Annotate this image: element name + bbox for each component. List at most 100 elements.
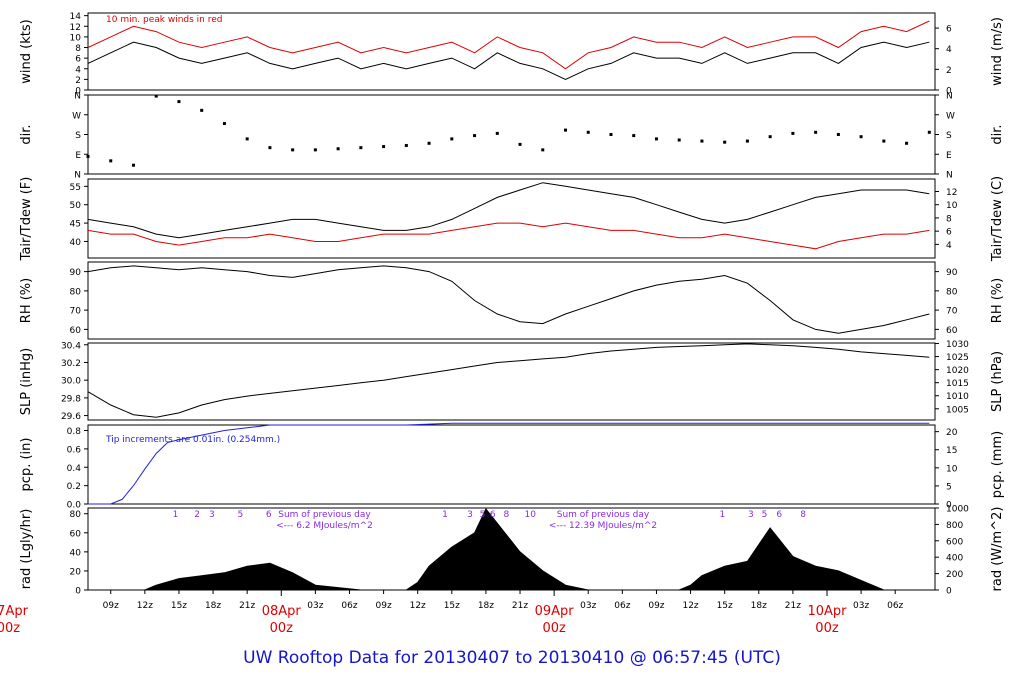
wind-ytick-label-left: 4 <box>75 65 81 75</box>
rad-hour-label: 8 <box>504 510 510 520</box>
dir-point <box>518 142 522 146</box>
wind-frame <box>87 12 936 91</box>
rad-ytick-label-left: 60 <box>70 529 82 539</box>
slp-frame <box>87 342 936 421</box>
temp-ylabel-right: Tair/Tdew (C) <box>990 176 1005 262</box>
dir-point <box>905 141 909 145</box>
rad-ytick-label-right: 0 <box>946 587 952 597</box>
slp-ytick-label-left: 29.6 <box>61 412 81 422</box>
rad-ylabel-right: rad (W/m^2) <box>990 507 1005 592</box>
rad-hour-label: 1 <box>442 510 448 520</box>
slp-ytick-label-left: 30.2 <box>61 359 81 369</box>
dir-point <box>927 130 931 134</box>
rad-hour-label: 1 <box>720 510 726 520</box>
dir-point <box>723 140 727 144</box>
rad-sum-value: <--- 6.2 MJoules/m^2 <box>276 521 373 531</box>
rad-sum-label: Sum of previous day <box>278 510 371 520</box>
x-tick-label: 06z <box>341 601 357 611</box>
wind-ytick-label-left: 12 <box>70 23 81 33</box>
slp-ytick-label-left: 30.4 <box>61 341 81 351</box>
rad-ytick-label-right: 1000 <box>946 505 969 515</box>
dir-point <box>495 131 499 135</box>
pcp-ytick-label-right: 10 <box>946 464 958 474</box>
pcp-frame <box>87 424 936 505</box>
dir-ylabel-left: dir. <box>19 124 34 144</box>
dir-point <box>313 148 317 152</box>
dir-point <box>654 137 658 141</box>
pcp-series-0 <box>88 422 930 505</box>
x-tick-label: 12z <box>410 601 426 611</box>
slp-ytick-label-right: 1020 <box>946 366 969 376</box>
rad-hour-label: 10 <box>525 510 537 520</box>
slp-ytick-label-right: 1030 <box>946 340 969 350</box>
x-tick-label: 09z <box>376 601 392 611</box>
rad-area <box>88 508 930 591</box>
dir-ytick-label-left: W <box>72 111 81 121</box>
rh-frame <box>87 261 936 340</box>
wind-ytick-label-right: 4 <box>946 45 952 55</box>
rad-hour-label: 6 <box>490 510 496 520</box>
x-tick-label: 21z <box>239 601 255 611</box>
dir-ytick-label-left: E <box>75 151 81 161</box>
slp-ytick-label-left: 29.8 <box>61 394 81 404</box>
x-tick-label: 21z <box>512 601 528 611</box>
day-label-hour: 00z <box>542 621 566 636</box>
dir-ytick-label-right: S <box>946 131 952 141</box>
dir-point <box>700 139 704 143</box>
dir-ytick-label-left: N <box>74 92 81 102</box>
rad-hour-label: 5 <box>762 510 768 520</box>
rad-hour-label: 3 <box>467 510 473 520</box>
rad-sum-value: <--- 12.39 MJoules/m^2 <box>549 521 657 531</box>
wind-ylabel-right: wind (m/s) <box>990 17 1005 86</box>
dir-frame <box>87 94 936 175</box>
pcp-ytick-label-right: 20 <box>946 428 958 438</box>
x-tick-label: 21z <box>785 601 801 611</box>
slp-ylabel-left: SLP (inHg) <box>19 348 34 416</box>
pcp-ylabel-right: pcp. (mm) <box>990 431 1005 498</box>
x-tick-label: 15z <box>717 601 733 611</box>
x-tick-label: 03z <box>853 601 869 611</box>
dir-point <box>564 128 568 132</box>
rh-ytick-label-left: 90 <box>70 268 82 278</box>
day-label-hour: 00z <box>0 621 20 636</box>
rad-ytick-label-left: 20 <box>70 567 82 577</box>
pcp-ytick-label-right: 5 <box>946 482 952 492</box>
dir-point <box>200 108 204 112</box>
rh-ylabel-left: RH (%) <box>19 278 34 323</box>
dir-point <box>473 134 477 138</box>
x-tick-label: 15z <box>171 601 187 611</box>
rad-sum-label: Sum of previous day <box>557 510 650 520</box>
temp-ytick-label-left: 50 <box>70 201 82 211</box>
day-label-date: 07Apr <box>0 604 29 619</box>
dir-point <box>791 131 795 135</box>
x-tick-label: 18z <box>751 601 767 611</box>
temp-frame <box>87 178 936 259</box>
rh-ytick-label-left: 60 <box>70 326 82 336</box>
dir-point <box>404 143 408 147</box>
pcp-ytick-label-left: 0.8 <box>67 427 82 437</box>
dir-ylabel-right: dir. <box>990 124 1005 144</box>
slp-series-0 <box>87 343 930 418</box>
x-tick-label: 06z <box>887 601 903 611</box>
dir-point <box>222 122 226 126</box>
wind-ylabel-left: wind (kts) <box>19 19 34 83</box>
rad-ytick-label-left: 0 <box>75 587 81 597</box>
dir-ytick-label-left: N <box>74 171 81 181</box>
dir-point <box>450 137 454 141</box>
slp-ytick-label-right: 1010 <box>946 392 969 402</box>
dir-ytick-label-right: W <box>946 111 955 121</box>
temp-ytick-label-right: 10 <box>946 201 958 211</box>
rad-hour-label: 3 <box>748 510 754 520</box>
temp-ytick-label-right: 6 <box>946 228 952 238</box>
temp-ytick-label-left: 45 <box>70 220 81 230</box>
wind-ytick-label-left: 14 <box>70 12 82 22</box>
temp-ytick-label-left: 40 <box>70 238 82 248</box>
temp-ylabel-left: Tair/Tdew (F) <box>19 177 34 262</box>
day-label-date: 09Apr <box>535 604 575 619</box>
x-tick-label: 09z <box>103 601 119 611</box>
dir-ytick-label-left: S <box>75 131 81 141</box>
dir-point <box>677 138 681 142</box>
x-tick-label: 12z <box>137 601 153 611</box>
pcp-annotation: Tip increments are 0.01in. (0.254mm.) <box>105 435 280 445</box>
